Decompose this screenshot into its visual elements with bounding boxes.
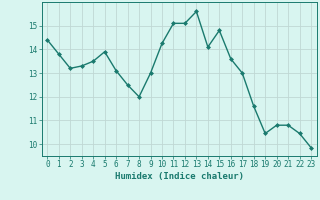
X-axis label: Humidex (Indice chaleur): Humidex (Indice chaleur) — [115, 172, 244, 181]
